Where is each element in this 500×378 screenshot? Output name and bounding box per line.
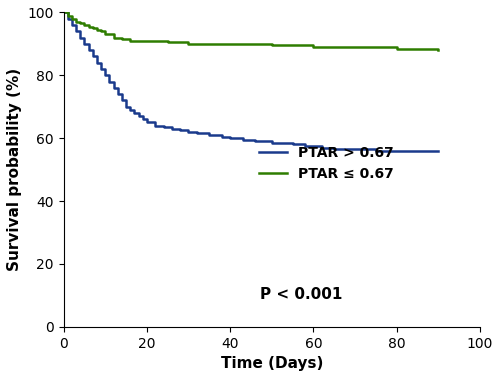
Legend: PTAR > 0.67, PTAR ≤ 0.67: PTAR > 0.67, PTAR ≤ 0.67 [254, 140, 400, 186]
Text: P < 0.001: P < 0.001 [260, 287, 342, 302]
Y-axis label: Survival probability (%): Survival probability (%) [7, 68, 22, 271]
X-axis label: Time (Days): Time (Days) [220, 356, 323, 371]
